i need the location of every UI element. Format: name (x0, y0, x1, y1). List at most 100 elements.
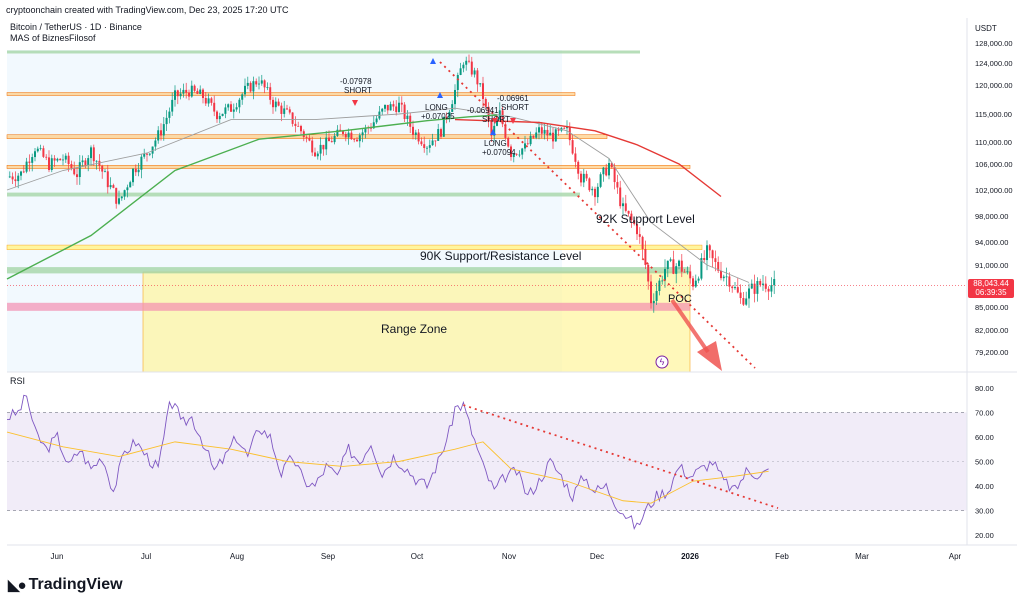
candle-body (552, 132, 554, 142)
candle-body (557, 129, 560, 131)
candle-body (770, 285, 773, 292)
trade-short-3-label: SHORT (501, 103, 529, 112)
candle-body (700, 257, 703, 279)
candle-body (591, 188, 594, 191)
candle-body (246, 82, 249, 86)
candle-body (224, 107, 227, 114)
candle-body (532, 135, 535, 138)
candle-body (308, 137, 311, 141)
price-trendline (439, 61, 756, 369)
symbol-title[interactable]: Bitcoin / TetherUS · 1D · Binance (10, 22, 142, 32)
forecast-arrow-shaft (670, 298, 710, 354)
candle-body (232, 109, 235, 112)
candle-body (238, 99, 241, 108)
candle-body (36, 148, 39, 152)
candle-body (193, 85, 196, 91)
candle-body (616, 182, 619, 188)
price-tick-label: 82,000.00 (975, 326, 1008, 335)
candle-body (678, 260, 680, 267)
candle-body (521, 148, 524, 155)
candle-body (652, 300, 655, 304)
chart-credit: cryptoonchain created with TradingView.c… (6, 5, 289, 15)
candle-body (566, 126, 568, 129)
candle-body (420, 141, 423, 145)
tradingview-logo-text: TradingView (28, 576, 123, 593)
candle-body (316, 153, 319, 157)
price-tick-label: 128,000.00 (975, 39, 1013, 48)
candle-body (56, 158, 59, 161)
candle-body (364, 127, 367, 133)
candle-body (190, 85, 193, 97)
candle-body (59, 158, 62, 161)
candle-body (484, 98, 487, 107)
candle-body (580, 173, 582, 183)
candle-body (722, 276, 725, 279)
candle-body (734, 287, 736, 289)
candle-body (157, 130, 160, 141)
candle-body (610, 163, 613, 168)
candle-body (274, 101, 277, 108)
candle-body (87, 158, 90, 165)
candle-body (162, 124, 165, 136)
candle-body (260, 80, 263, 84)
price-tick-label: 110,000.00 (975, 138, 1012, 147)
candle-body (90, 147, 92, 159)
candle-body (599, 174, 602, 187)
candle-body (605, 167, 608, 176)
candle-body (753, 283, 756, 294)
candle-body (165, 117, 168, 125)
candle-body (50, 158, 53, 171)
candle-body (241, 94, 244, 100)
candle-body (328, 137, 330, 142)
candle-body (123, 190, 126, 197)
candle-body (515, 153, 518, 155)
current-price-value: 88,043.44 (973, 279, 1009, 288)
candle-body (714, 258, 717, 262)
rsi-pane-label[interactable]: RSI (10, 376, 26, 386)
indicator-name[interactable]: MAS of BiznesFilosof (10, 33, 96, 43)
candle-body (227, 104, 230, 108)
candle-body (745, 298, 748, 305)
candle-body (112, 185, 115, 188)
candle-body (42, 148, 45, 157)
candle-body (582, 173, 585, 183)
label-90k-support-resistance: 90K Support/Resistance Level (420, 249, 581, 263)
candle-body (773, 278, 776, 286)
candle-body (148, 153, 151, 155)
candle-body (739, 292, 742, 299)
tradingview-logo[interactable]: ◣● TradingView (8, 576, 123, 594)
candle-body (76, 174, 78, 178)
candle-body (25, 161, 28, 172)
long-signal-arrow (430, 58, 436, 64)
candle-body (644, 248, 647, 265)
candle-body (664, 268, 666, 281)
price-tick-label: 115,000.00 (975, 110, 1012, 119)
zone-105k (6, 165, 691, 169)
candle-body (487, 106, 490, 121)
current-price-badge: 88,043.44 06:39:35 (968, 279, 1014, 298)
time-axis-label: Jul (141, 552, 151, 561)
candle-body (252, 81, 255, 92)
label-92k-support: 92K Support Level (596, 212, 695, 226)
candle-body (596, 186, 599, 198)
trade-short-2-value: -0.06941 (467, 106, 499, 115)
candle-body (95, 160, 98, 162)
rsi-trendline (463, 404, 779, 509)
candle-body (375, 118, 378, 123)
time-axis-label: 2026 (681, 552, 699, 561)
candle-body (160, 130, 162, 136)
candle-body (756, 281, 759, 294)
candle-body (277, 101, 280, 106)
candle-body (473, 70, 476, 75)
rsi-ma-line (6, 431, 769, 504)
candle-body (216, 111, 218, 120)
candle-body (221, 113, 224, 116)
candle-body (266, 87, 269, 89)
candle-body (686, 271, 689, 273)
tradingview-logo-icon: ◣● (8, 577, 27, 594)
candle-body (748, 288, 750, 299)
candle-body (92, 147, 95, 162)
candle-body (330, 141, 333, 143)
candle-body (300, 126, 302, 132)
